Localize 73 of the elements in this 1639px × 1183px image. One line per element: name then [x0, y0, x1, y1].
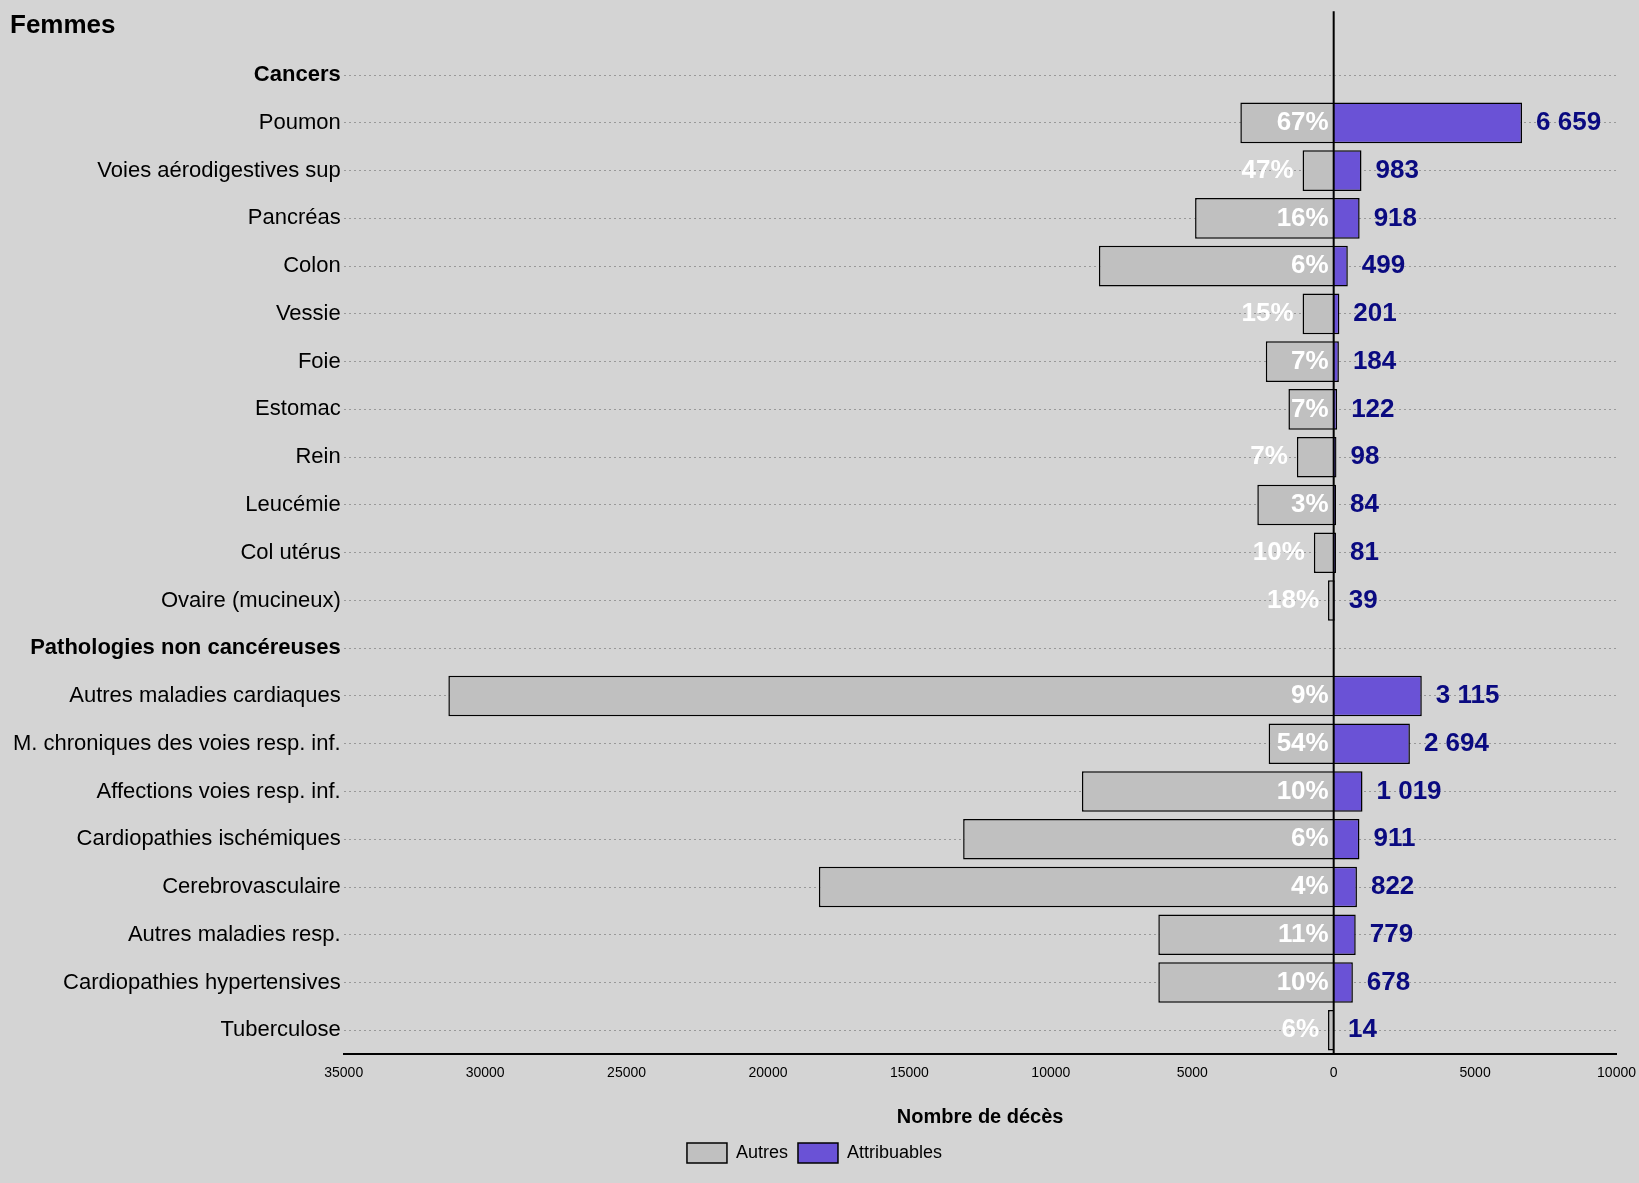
y-tick-label: Cerebrovasculaire — [162, 873, 341, 899]
y-tick-label: Foie — [297, 347, 341, 373]
y-tick-label: Vessie — [275, 299, 341, 325]
data-label: 122 — [1351, 392, 1395, 423]
annotation: 18% — [1266, 583, 1320, 614]
annotation: 10% — [1276, 965, 1329, 996]
data-label: 39 — [1348, 583, 1378, 614]
y-tick-label: Poumon — [258, 108, 341, 134]
data-label: 84 — [1350, 488, 1380, 519]
x-tick-label: 20000 — [748, 1064, 788, 1081]
data-label: 678 — [1366, 965, 1411, 996]
data-label: 911 — [1373, 822, 1416, 853]
x-tick-label: 25000 — [607, 1064, 647, 1081]
annotation: 6% — [1291, 822, 1329, 853]
annotation: 54% — [1276, 726, 1329, 757]
x-axis-title: Nombre de décès — [896, 1104, 1064, 1127]
annotation: 4% — [1291, 870, 1329, 901]
data-label: 6 659 — [1536, 106, 1602, 137]
annotation: 10% — [1252, 535, 1305, 566]
data-label: 81 — [1349, 535, 1379, 566]
annotation: 6% — [1281, 1013, 1320, 1044]
annotation: 3% — [1291, 488, 1329, 519]
data-label: 2 694 — [1423, 726, 1490, 757]
x-tick-label: 0 — [1329, 1064, 1338, 1081]
y-tick-label: Colon — [283, 252, 341, 278]
y-tick-label: Cardiopathies ischémiques — [76, 825, 341, 851]
data-label: 779 — [1369, 917, 1414, 948]
y-tick-label: Cardiopathies hypertensives — [63, 968, 341, 994]
data-label: 14 — [1348, 1013, 1378, 1044]
y-tick-label: Ovaire (mucineux) — [160, 586, 341, 612]
data-label: 499 — [1361, 249, 1406, 280]
data-label: 98 — [1350, 440, 1380, 471]
annotation: 7% — [1250, 440, 1288, 471]
annotation: 7% — [1291, 344, 1329, 375]
x-tick-label: 10000 — [1597, 1064, 1637, 1081]
y-tick-label: Autres maladies resp. — [127, 920, 341, 946]
annotation: 6% — [1291, 249, 1329, 280]
annotation: 9% — [1291, 679, 1329, 710]
x-tick-label: 15000 — [889, 1064, 930, 1081]
y-tick-label: Rein — [295, 443, 341, 469]
y-tick-label: Pancréas — [247, 204, 341, 230]
annotation: 7% — [1291, 392, 1329, 423]
y-tick-label: Leucémie — [245, 491, 341, 516]
annotation: 67% — [1276, 106, 1329, 137]
y-tick-label: Affections voies resp. inf. — [96, 777, 341, 803]
data-label: 3 115 — [1435, 679, 1500, 710]
legend-label: Autres — [735, 1141, 788, 1162]
y-tick-label: Cancers — [253, 61, 341, 87]
legend-label: Attribuables — [846, 1141, 943, 1162]
y-tick-label: Autres maladies cardiaques — [69, 682, 341, 708]
data-label: 1 019 — [1376, 774, 1442, 805]
text: Femmes — [10, 8, 116, 39]
data-label: 983 — [1375, 153, 1419, 184]
y-tick-label: Pathologies non cancéreuses — [30, 634, 341, 660]
data-label: 201 — [1353, 297, 1397, 328]
y-tick-label: Col utérus — [240, 538, 341, 564]
x-tick-label: 5000 — [1176, 1064, 1209, 1081]
x-tick-label: 35000 — [324, 1064, 364, 1081]
x-tick-label: 10000 — [1031, 1064, 1071, 1081]
y-tick-label: Estomac — [255, 395, 341, 421]
y-tick-label: Voies aérodigestives sup — [97, 156, 341, 182]
annotation: 15% — [1241, 297, 1294, 328]
x-tick-label: 30000 — [465, 1064, 505, 1081]
annotation: 11% — [1278, 917, 1329, 948]
y-tick-label: Tuberculose — [220, 1016, 341, 1042]
data-label: 822 — [1370, 870, 1415, 901]
annotation: 16% — [1276, 201, 1329, 232]
data-label: 918 — [1373, 201, 1418, 232]
x-tick-label: 5000 — [1459, 1064, 1491, 1081]
annotation: 10% — [1276, 774, 1329, 805]
annotation: 47% — [1241, 153, 1294, 184]
data-label: 184 — [1352, 344, 1397, 375]
y-tick-label: M. chroniques des voies resp. inf. — [12, 729, 341, 755]
